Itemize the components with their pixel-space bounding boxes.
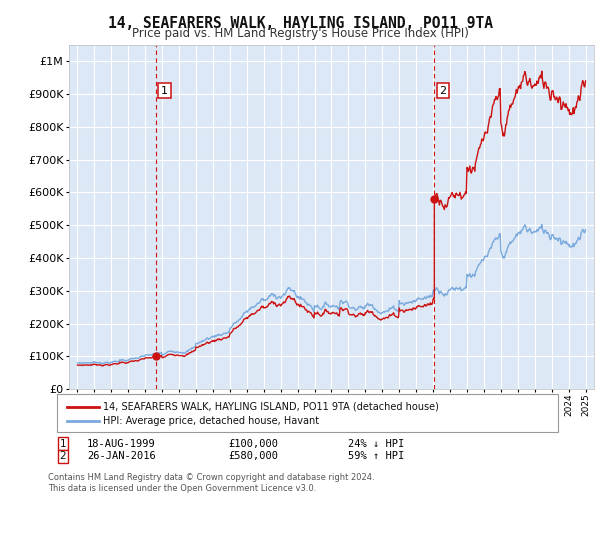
Text: Contains HM Land Registry data © Crown copyright and database right 2024.
This d: Contains HM Land Registry data © Crown c… (48, 473, 374, 493)
Text: 18-AUG-1999: 18-AUG-1999 (87, 438, 156, 449)
Text: 1: 1 (59, 438, 67, 449)
Text: £100,000: £100,000 (228, 438, 278, 449)
Text: HPI: Average price, detached house, Havant: HPI: Average price, detached house, Hava… (103, 416, 319, 426)
Text: 24% ↓ HPI: 24% ↓ HPI (348, 438, 404, 449)
Text: 1: 1 (161, 86, 168, 96)
Text: 59% ↑ HPI: 59% ↑ HPI (348, 451, 404, 461)
Text: 14, SEAFARERS WALK, HAYLING ISLAND, PO11 9TA (detached house): 14, SEAFARERS WALK, HAYLING ISLAND, PO11… (103, 402, 439, 412)
Text: Price paid vs. HM Land Registry's House Price Index (HPI): Price paid vs. HM Land Registry's House … (131, 27, 469, 40)
Text: 2: 2 (439, 86, 446, 96)
Text: 2: 2 (59, 451, 67, 461)
Text: £580,000: £580,000 (228, 451, 278, 461)
Text: 26-JAN-2016: 26-JAN-2016 (87, 451, 156, 461)
Text: 14, SEAFARERS WALK, HAYLING ISLAND, PO11 9TA: 14, SEAFARERS WALK, HAYLING ISLAND, PO11… (107, 16, 493, 31)
